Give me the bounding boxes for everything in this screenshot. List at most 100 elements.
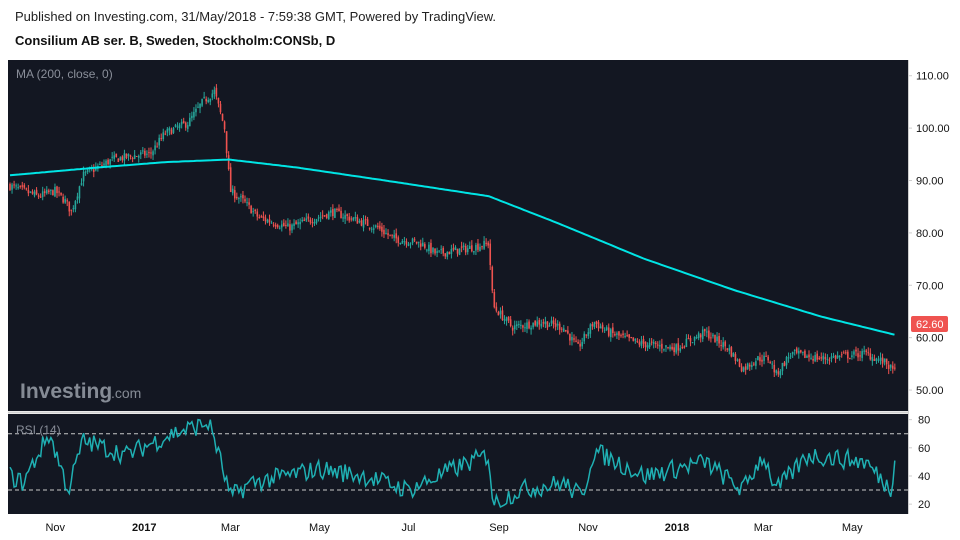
candle-body (238, 198, 240, 200)
candle-body (832, 356, 835, 358)
candle-body (659, 345, 661, 347)
candle-body (464, 246, 467, 253)
candle-body (336, 209, 338, 211)
candle-body (642, 339, 645, 344)
candle-body (838, 356, 841, 358)
candle-body (293, 223, 295, 226)
candle-body (544, 321, 547, 325)
candle-body (454, 247, 457, 251)
candle-body (853, 351, 855, 355)
candle-body (139, 152, 142, 155)
candle-body (399, 242, 402, 244)
candle-body (144, 150, 146, 156)
candle-body (481, 246, 483, 248)
candle-body (25, 188, 28, 190)
candle-body (661, 343, 663, 349)
candle-body (436, 251, 438, 253)
candle-body (383, 229, 385, 235)
candle-body (35, 189, 38, 195)
candle-body (135, 156, 138, 158)
candle-body (287, 223, 289, 227)
candle-body (250, 205, 252, 214)
candle-body (520, 324, 522, 326)
candle-body (366, 219, 369, 226)
candle-body (861, 351, 863, 358)
price-tick-label: 70.00 (916, 280, 944, 292)
rsi-tick-label: 80 (918, 415, 930, 427)
candle-body (769, 362, 771, 364)
candle-body (9, 183, 11, 190)
candle-body (775, 370, 778, 373)
candle-body (217, 97, 220, 104)
candle-body (605, 327, 608, 330)
candle-body (844, 352, 847, 354)
candle-body (17, 187, 19, 189)
candle-body (348, 216, 351, 221)
candle-body (407, 244, 410, 246)
candle-body (599, 326, 602, 329)
candle-body (154, 145, 156, 151)
candle-body (550, 320, 553, 324)
candle-body (816, 353, 818, 360)
candle-body (379, 225, 381, 229)
candle-body (236, 196, 238, 199)
candle-body (205, 98, 207, 102)
candle-body (95, 167, 97, 171)
candle-body (270, 222, 273, 224)
candle-body (646, 345, 649, 349)
candle-body (84, 171, 87, 173)
candle-body (748, 364, 751, 367)
candle-body (830, 356, 833, 359)
candle-body (137, 155, 140, 158)
rsi-y-axis: 80 60 40 20 (908, 415, 930, 511)
candle-body (201, 98, 203, 106)
candle-body (687, 338, 690, 340)
candle-body (90, 168, 93, 170)
candle-body (573, 338, 575, 340)
candle-body (221, 113, 224, 121)
candle-body (381, 226, 383, 232)
candle-body (536, 321, 539, 327)
candle-body (726, 348, 729, 350)
candle-body (15, 185, 17, 187)
candle-body (311, 222, 314, 224)
candle-body (542, 322, 545, 324)
candle-body (632, 337, 635, 341)
candle-body (174, 124, 177, 127)
candle-body (693, 336, 696, 341)
candle-body (681, 346, 684, 348)
candle-body (577, 341, 579, 344)
candle-body (591, 324, 594, 327)
price-tick-label: 100.00 (916, 123, 950, 135)
candle-body (648, 342, 651, 347)
candle-body (303, 219, 306, 221)
candle-body (417, 241, 420, 243)
candle-body (19, 185, 22, 187)
candle-body (473, 251, 475, 253)
candle-body (810, 357, 812, 359)
candle-body (695, 337, 698, 339)
candle-body (452, 247, 455, 250)
candle-body (254, 209, 257, 211)
candle-body (41, 191, 44, 197)
candle-body (391, 234, 393, 236)
candle-body (432, 247, 434, 253)
candle-body (634, 338, 637, 341)
candle-body (405, 241, 408, 245)
candle-body (567, 330, 569, 334)
candle-body (783, 362, 786, 367)
candle-body (246, 202, 248, 204)
candle-body (697, 333, 700, 339)
time-tick-label: Nov (45, 522, 65, 534)
candle-body (855, 349, 857, 352)
candle-body (679, 348, 682, 351)
candle-body (524, 327, 526, 329)
candle-body (791, 351, 794, 355)
candle-body (374, 225, 377, 227)
candle-body (428, 244, 430, 252)
candle-body (64, 199, 66, 203)
candle-body (689, 338, 692, 342)
candle-body (350, 218, 353, 220)
candle-body (37, 195, 40, 197)
